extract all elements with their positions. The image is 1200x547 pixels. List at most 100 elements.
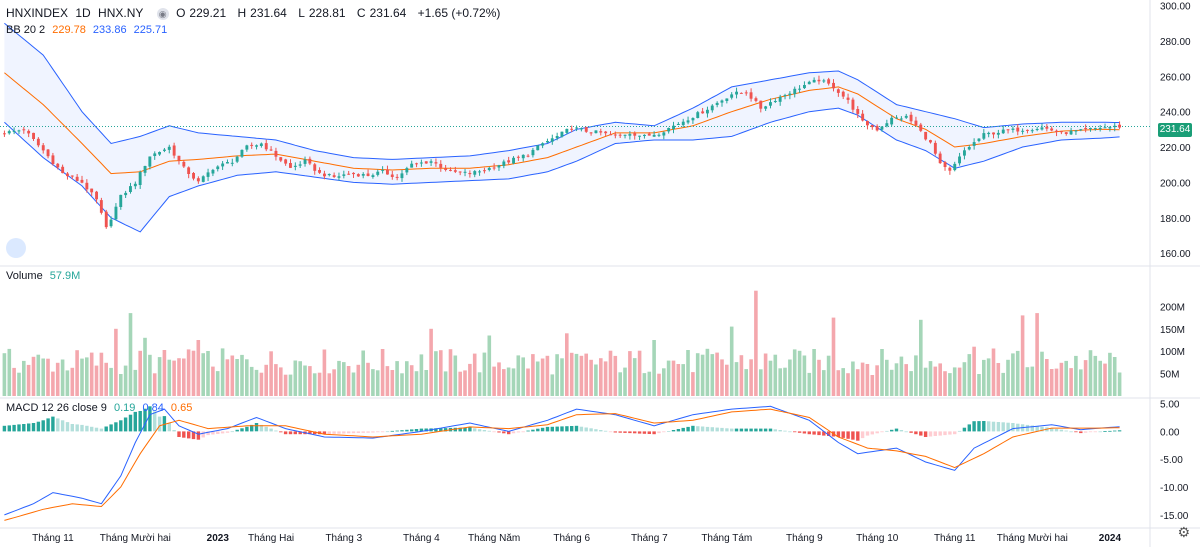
macd-hist-bar	[860, 431, 865, 439]
volume-bar	[22, 360, 26, 396]
volume-bar	[695, 353, 700, 396]
macd-hist-bar	[119, 420, 123, 432]
candle	[17, 130, 21, 132]
candle	[332, 175, 336, 177]
candle	[453, 170, 457, 172]
volume-bar	[715, 352, 719, 396]
volume-bar	[245, 359, 249, 396]
macd-hist-bar	[739, 428, 744, 432]
candle	[444, 168, 448, 170]
volume-bar	[405, 361, 409, 396]
candle	[424, 161, 428, 164]
macd-hist-bar	[589, 428, 593, 432]
candle	[846, 97, 850, 100]
macd-name[interactable]: MACD 12 26 close 9	[6, 402, 107, 414]
candle	[861, 113, 865, 121]
macd-hist-bar	[1079, 431, 1083, 434]
macd-axis-label: -5.00	[1160, 455, 1183, 466]
volume-bar	[89, 352, 94, 396]
candle	[638, 135, 641, 137]
macd-hist-bar	[1040, 426, 1044, 432]
volume-bar	[986, 358, 991, 396]
macd-hist-bar	[31, 423, 36, 432]
macd-hist-bar	[676, 429, 681, 432]
candle	[51, 155, 55, 164]
macd-hist-bar	[613, 431, 617, 433]
candle	[109, 219, 113, 227]
macd-hist-bar	[245, 426, 249, 432]
volume-bar	[468, 363, 472, 396]
volume-bar	[303, 365, 307, 396]
volume-bar	[565, 333, 569, 396]
volume-bar	[264, 364, 268, 396]
candle	[870, 125, 874, 128]
candle	[783, 95, 787, 97]
candle	[221, 163, 225, 167]
volume-bar	[957, 367, 962, 396]
macd-hist-bar	[1054, 428, 1059, 432]
macd-hist-bar	[187, 431, 191, 439]
tradingview-cloud-icon[interactable]	[6, 238, 26, 258]
volume-bar	[1049, 369, 1054, 396]
macd-hist-bar	[148, 406, 152, 432]
candle	[725, 98, 729, 101]
macd-hist-bar	[41, 420, 45, 432]
candle	[114, 206, 118, 220]
macd-hist-bar	[662, 431, 666, 433]
volume-bar	[720, 359, 724, 396]
volume-bar	[521, 357, 525, 396]
candle	[987, 132, 991, 135]
candle	[691, 118, 695, 121]
gear-icon[interactable]: ⚙	[1177, 524, 1190, 540]
symbol-name[interactable]: HNXINDEX	[6, 6, 69, 20]
candle	[1001, 129, 1005, 134]
candle	[386, 169, 389, 175]
candle	[856, 109, 860, 114]
volume-name[interactable]: Volume	[6, 270, 43, 282]
volume-bar	[206, 351, 210, 396]
volume-bar	[1098, 360, 1102, 396]
candle	[764, 106, 768, 109]
macd-hist-bar	[405, 429, 409, 432]
macd-hist-bar	[536, 428, 540, 432]
candle	[667, 128, 671, 132]
candle	[822, 80, 826, 82]
candle	[570, 128, 574, 130]
volume-bar	[172, 360, 176, 396]
macd-hist-bar	[991, 421, 996, 432]
volume-bar	[676, 364, 681, 396]
macd-hist-value: 0.19	[113, 402, 136, 414]
candle	[1040, 127, 1044, 130]
macd-hist-bar	[225, 431, 230, 433]
candle	[992, 132, 995, 135]
macd-hist-bar	[919, 431, 923, 436]
candle	[405, 168, 409, 173]
macd-hist-bar	[982, 421, 986, 432]
candle	[807, 81, 811, 85]
volume-bar	[424, 370, 428, 396]
macd-hist-bar	[492, 431, 496, 433]
volume-bar	[1103, 363, 1107, 396]
bb-name[interactable]: BB 20 2	[6, 24, 46, 36]
macd-hist-bar	[366, 431, 370, 433]
volume-bar	[443, 371, 448, 396]
low-label: L 228.81	[298, 6, 346, 20]
volume-bar	[1045, 359, 1049, 396]
candle	[153, 153, 157, 156]
candle	[778, 96, 782, 102]
eye-icon[interactable]: ◉	[156, 8, 169, 20]
volume-bar	[346, 366, 351, 396]
candle	[652, 134, 656, 137]
candle	[381, 169, 385, 171]
macd-hist-bar	[1108, 430, 1112, 432]
volume-bar	[162, 350, 167, 396]
volume-bar	[288, 374, 293, 396]
volume-bar	[899, 356, 904, 396]
macd-hist-bar	[468, 427, 472, 432]
volume-bar	[802, 355, 807, 396]
volume-bar	[710, 354, 715, 396]
volume-bar	[317, 372, 322, 396]
interval-label[interactable]: 1D	[75, 6, 91, 20]
candle	[264, 143, 268, 150]
